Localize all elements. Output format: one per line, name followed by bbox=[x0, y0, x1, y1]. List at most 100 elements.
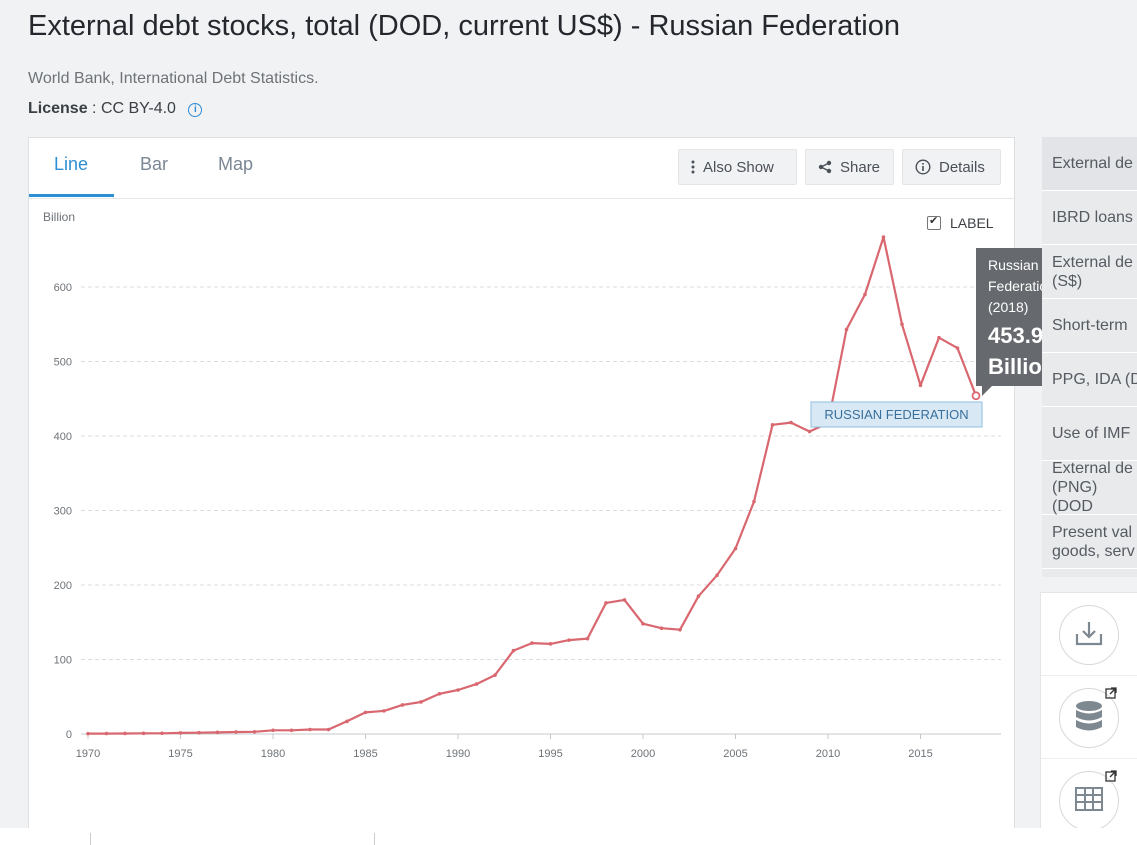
share-icon bbox=[818, 160, 832, 174]
data-point bbox=[807, 429, 812, 434]
table-item bbox=[1041, 759, 1137, 841]
label-toggle[interactable]: LABEL bbox=[927, 214, 994, 231]
sidebar-item-label: IBRD loans bbox=[1052, 208, 1133, 226]
y-tick-label: 600 bbox=[54, 282, 72, 294]
tab-bar[interactable]: Bar bbox=[140, 154, 169, 174]
sidebar-item[interactable]: External de (PNG) (DOD bbox=[1042, 460, 1137, 515]
label-toggle-text: LABEL bbox=[950, 215, 994, 231]
more-icon bbox=[691, 160, 695, 174]
data-point bbox=[141, 731, 146, 736]
y-axis-label: Billion bbox=[43, 210, 75, 224]
divider bbox=[374, 833, 375, 845]
data-point bbox=[789, 420, 793, 425]
y-tick-label: 400 bbox=[54, 431, 72, 443]
chart-tabs: Line Bar Map Also Show Share Details bbox=[29, 138, 1014, 199]
license: License : CC BY-4.0 i bbox=[28, 100, 203, 118]
license-label: License bbox=[28, 100, 88, 117]
active-tab-indicator bbox=[29, 194, 114, 197]
download-button[interactable] bbox=[1059, 605, 1119, 665]
source-text: World Bank, International Debt Statistic… bbox=[28, 70, 319, 87]
x-tick-label: 2015 bbox=[908, 748, 932, 760]
external-link-icon bbox=[1105, 769, 1117, 787]
line-chart: Billion 0 100 200 300 400 500 600 1970 1975 1980 19… bbox=[43, 210, 1001, 760]
series-label: RUSSIAN FEDERATION bbox=[824, 407, 968, 422]
x-tick-label: 2010 bbox=[816, 748, 840, 760]
x-tick-label: 1985 bbox=[353, 748, 377, 760]
sidebar-item[interactable]: PPG, IDA (D bbox=[1042, 353, 1137, 407]
info-icon[interactable]: i bbox=[188, 103, 203, 117]
y-tick-label: 100 bbox=[54, 655, 72, 667]
tab-map[interactable]: Map bbox=[218, 154, 254, 174]
data-point bbox=[881, 235, 886, 239]
data-point bbox=[437, 691, 442, 696]
data-point bbox=[345, 719, 349, 724]
sidebar-item-label: External de (S$) bbox=[1052, 253, 1133, 290]
data-point bbox=[530, 641, 534, 645]
divider bbox=[90, 833, 91, 845]
sidebar-item-label: PPG, IDA (D bbox=[1052, 370, 1137, 388]
tooltip-name: Russian Federation (2018) bbox=[988, 257, 1055, 315]
share-label: Share bbox=[840, 158, 881, 176]
data-point bbox=[733, 546, 738, 551]
sidebar-item-label: External de (PNG) (DOD bbox=[1052, 460, 1133, 515]
x-tick-label: 1980 bbox=[261, 748, 285, 760]
bottom-strip bbox=[0, 828, 1137, 845]
data-point bbox=[937, 335, 941, 340]
data-point bbox=[234, 730, 238, 734]
data-point bbox=[752, 499, 756, 504]
details-label: Details bbox=[939, 158, 985, 176]
details-info-icon bbox=[915, 159, 931, 175]
related-indicators: External de IBRD loans External de (S$) … bbox=[1042, 137, 1137, 577]
sidebar-item[interactable]: Present val goods, serv bbox=[1042, 515, 1137, 569]
also-show-label: Also Show bbox=[703, 158, 774, 176]
data-point bbox=[419, 700, 423, 704]
label-checkbox[interactable] bbox=[927, 214, 941, 230]
x-tick-label: 2000 bbox=[631, 748, 655, 760]
share-button[interactable]: Share bbox=[805, 149, 894, 185]
data-point bbox=[604, 601, 608, 605]
data-point bbox=[493, 673, 497, 677]
data-point bbox=[474, 682, 479, 686]
sidebar-item[interactable]: IBRD loans bbox=[1042, 191, 1137, 245]
sidebar-item-label: Use of IMF bbox=[1052, 424, 1131, 442]
data-point bbox=[400, 703, 405, 707]
x-tick-label: 1995 bbox=[538, 748, 562, 760]
sidebar-item[interactable]: Short-term bbox=[1042, 299, 1137, 353]
x-tick-label: 1970 bbox=[76, 748, 100, 760]
data-point bbox=[86, 731, 90, 736]
data-point bbox=[696, 594, 701, 598]
details-button[interactable]: Details bbox=[902, 149, 1001, 185]
sidebar-item[interactable]: External de bbox=[1042, 137, 1137, 191]
data-point bbox=[770, 423, 775, 427]
data-point bbox=[104, 731, 109, 736]
data-point bbox=[178, 731, 183, 735]
page-title: External debt stocks, total (DOD, curren… bbox=[28, 10, 900, 42]
data-point bbox=[123, 731, 127, 736]
also-show-button[interactable]: Also Show bbox=[678, 149, 797, 185]
license-value: : CC BY-4.0 bbox=[92, 100, 176, 117]
sidebar-item[interactable]: Use of IMF bbox=[1042, 407, 1137, 461]
databank-item bbox=[1041, 676, 1137, 759]
table-icon bbox=[1075, 786, 1103, 816]
data-point bbox=[548, 642, 553, 646]
data-point bbox=[678, 627, 682, 632]
data-point bbox=[252, 729, 257, 734]
data-point bbox=[308, 727, 312, 732]
data-point bbox=[271, 728, 275, 733]
data-point bbox=[215, 730, 220, 735]
sidebar-item[interactable]: External de (S$) bbox=[1042, 245, 1137, 299]
data-point bbox=[289, 728, 294, 733]
data-point bbox=[955, 346, 960, 350]
data-point bbox=[382, 709, 386, 713]
data-point bbox=[160, 731, 164, 736]
data-point bbox=[659, 626, 664, 631]
chart-area: Billion 0 100 200 300 400 500 600 1970 1975 1980 19… bbox=[29, 199, 1014, 838]
data-point bbox=[585, 636, 590, 641]
data-point bbox=[511, 648, 516, 653]
data-point bbox=[326, 727, 331, 732]
y-tick-label: 300 bbox=[54, 506, 72, 518]
data-point bbox=[456, 688, 460, 692]
series-label-box bbox=[810, 401, 983, 428]
data-point bbox=[918, 383, 923, 388]
tab-line[interactable]: Line bbox=[54, 154, 89, 174]
